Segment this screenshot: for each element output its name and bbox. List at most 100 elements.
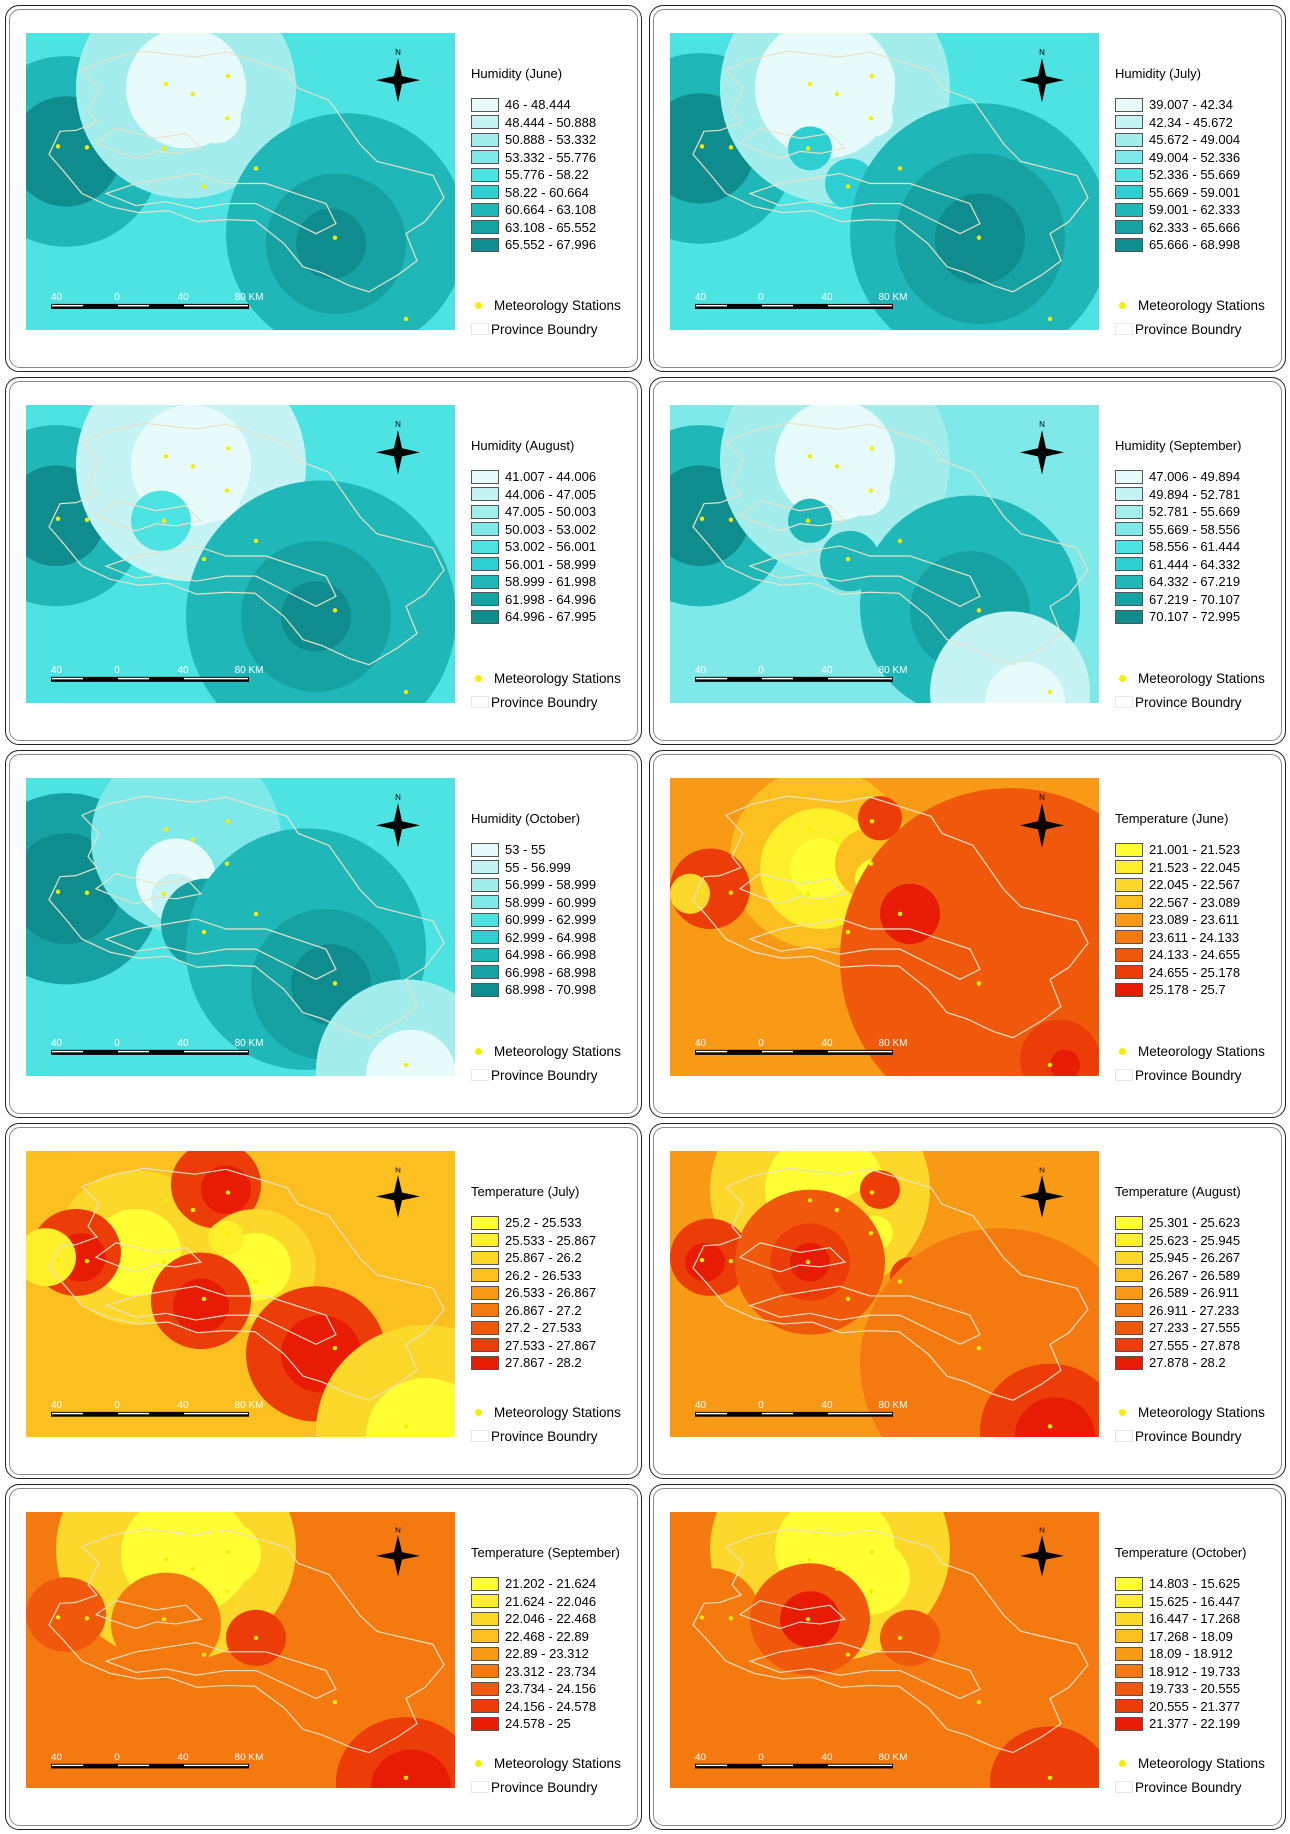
map-canvas: N 40 0 40 80 KM	[670, 405, 1099, 703]
meteorology-station	[807, 454, 813, 459]
legend-class-label: 25.945 - 26.267	[1149, 1250, 1241, 1266]
legend-swatch	[1115, 1215, 1143, 1230]
map-panel: N 40 0 40 80 KM Temperature (June) 21.001 - 21…	[649, 750, 1286, 1118]
meteorology-station	[163, 827, 169, 832]
legend-class-label: 22.567 - 23.089	[1149, 894, 1241, 910]
station-dot-icon	[475, 301, 482, 309]
legend-boundary-row: Province Boundry	[471, 690, 621, 714]
meteorology-station	[834, 1566, 840, 1571]
legend-swatch	[1115, 202, 1143, 217]
map-legend: Humidity (September) 47.006 - 49.894 49.89…	[1115, 438, 1285, 626]
map-panel: N 40 0 40 80 KM Humidity (October) 53 - 55 55 -…	[5, 750, 642, 1118]
legend-title: Humidity (August)	[471, 438, 575, 453]
map-panel: N 40 0 40 80 KM Temperature (September) 21.202…	[5, 1484, 642, 1830]
legend-swatch	[1115, 504, 1143, 519]
boundary-box-icon	[471, 1781, 489, 1793]
map-legend: Temperature (August) 25.301 - 25.623 25.62…	[1115, 1184, 1285, 1372]
scale-label: 40	[177, 292, 189, 303]
legend-boundary-row: Province Boundry	[471, 1775, 621, 1799]
legend-swatch	[1115, 1611, 1143, 1626]
scale-bar: 40 0 40 80 KM	[695, 1038, 907, 1055]
legend-swatch	[471, 930, 499, 945]
legend-swatch	[1115, 150, 1143, 165]
stations-label: Meteorology Stations	[494, 1043, 621, 1059]
meteorology-station	[1047, 1062, 1053, 1068]
legend-class-row: 58.999 - 60.999	[471, 894, 641, 912]
legend-class-label: 15.625 - 16.447	[1149, 1593, 1241, 1609]
field-contour	[191, 93, 241, 144]
meteorology-station	[84, 517, 90, 522]
legend-swatch	[1115, 1320, 1143, 1335]
meteorology-station	[201, 184, 207, 189]
scale-bar: 40 0 40 80 KM	[695, 292, 907, 309]
legend-title: Humidity (October)	[471, 811, 581, 826]
meteorology-station	[161, 518, 167, 523]
legend-class-row: 67.219 - 70.107	[1115, 591, 1285, 609]
scale-label: 40	[821, 1038, 833, 1049]
scale-label: 40	[177, 1400, 189, 1411]
legend-class-label: 23.312 - 23.734	[505, 1663, 597, 1679]
legend-boundary-row: Province Boundry	[1115, 1775, 1265, 1799]
legend-class-row: 23.089 - 23.611	[1115, 911, 1285, 929]
legend-class-row: 25.945 - 26.267	[1115, 1249, 1285, 1267]
province-boundary	[692, 1167, 1089, 1401]
north-label: N	[395, 420, 401, 429]
scale-label: 40	[51, 665, 63, 676]
scale-label: 80 KM	[879, 1400, 908, 1411]
legend-stations-row: Meteorology Stations	[471, 1751, 621, 1775]
meteorology-station	[845, 929, 851, 935]
field-contour	[1015, 1397, 1095, 1437]
meteorology-station	[224, 1231, 230, 1236]
legend-swatch	[471, 877, 499, 892]
legend-class-row: 55.669 - 59.001	[1115, 184, 1285, 202]
north-arrow-icon: N	[1020, 1165, 1064, 1218]
legend-class-label: 46 - 48.444	[505, 97, 571, 113]
field-contour	[840, 465, 890, 516]
legend-class-label: 55.669 - 59.001	[1149, 184, 1241, 200]
scale-label: 80 KM	[879, 1752, 908, 1763]
scale-label: 80 KM	[235, 292, 264, 303]
legend-swatch	[471, 965, 499, 980]
province-boundary	[692, 795, 1089, 1039]
legend-class-row: 68.998 - 70.998	[471, 981, 641, 999]
legend-swatch	[471, 97, 499, 112]
meteorology-station	[728, 890, 734, 895]
legend-swatch	[471, 150, 499, 165]
legend-swatch	[1115, 1646, 1143, 1661]
station-dot-icon	[1119, 301, 1126, 309]
legend-swatch	[471, 1338, 499, 1353]
meteorology-station	[1047, 316, 1053, 322]
meteorology-station	[224, 116, 230, 121]
map-legend: Humidity (July) 39.007 - 42.34 42.34 - 45.…	[1115, 66, 1285, 254]
legend-class-row: 39.007 - 42.34	[1115, 96, 1285, 114]
legend-class-label: 66.998 - 68.998	[505, 964, 597, 980]
meteorology-station	[845, 556, 851, 562]
legend-class-label: 25.2 - 25.533	[505, 1215, 582, 1231]
scale-label: 80 KM	[235, 1400, 264, 1411]
legend-title: Temperature (July)	[471, 1184, 580, 1199]
meteorology-station	[253, 166, 259, 171]
legend-swatch	[471, 202, 499, 217]
legend-class-label: 56.001 - 58.999	[505, 556, 597, 572]
legend-swatch	[1115, 842, 1143, 857]
legend-class-row: 22.89 - 23.312	[471, 1645, 641, 1663]
legend-class-row: 22.468 - 22.89	[471, 1628, 641, 1646]
meteorology-station	[225, 446, 231, 451]
legend-class-row: 26.533 - 26.867	[471, 1284, 641, 1302]
legend-symbols: Meteorology Stations Province Boundry	[471, 1039, 621, 1087]
legend-boundary-row: Province Boundry	[1115, 690, 1265, 714]
legend-class-label: 48.444 - 50.888	[505, 114, 597, 130]
scale-label: 0	[758, 1400, 764, 1411]
legend-class-row: 58.999 - 61.998	[471, 573, 641, 591]
legend-swatch	[471, 469, 499, 484]
meteorology-station	[55, 516, 61, 521]
legend-class-row: 26.589 - 26.911	[1115, 1284, 1285, 1302]
map-panel: N 40 0 40 80 KM Humidity (June) 46 - 48.444 48.…	[5, 5, 642, 372]
legend-class-label: 55 - 56.999	[505, 859, 571, 875]
legend-class-label: 16.447 - 17.268	[1149, 1611, 1241, 1627]
legend-stations-row: Meteorology Stations	[471, 1400, 621, 1424]
legend-class-label: 59.001 - 62.333	[1149, 202, 1241, 218]
meteorology-station	[699, 1258, 705, 1263]
legend-class-label: 52.781 - 55.669	[1149, 504, 1241, 520]
stations-label: Meteorology Stations	[494, 1404, 621, 1420]
